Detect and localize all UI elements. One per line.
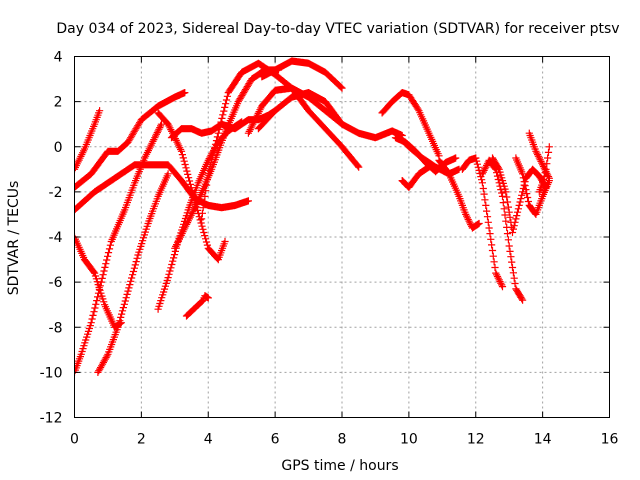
series-arc25 (535, 143, 553, 196)
data-point-markers (398, 163, 433, 191)
data-point-markers (74, 120, 165, 376)
chart-title: Day 034 of 2023, Sidereal Day-to-day VTE… (56, 21, 619, 37)
x-tick-label: 6 (271, 432, 280, 448)
x-tick-label: 14 (534, 432, 552, 448)
axis-tick-labels: 0 2 4 6 8 10 12 14 16 4 2 0 -2 -4 -6 -8 -10 -12 (40, 50, 619, 448)
series-arc01 (74, 107, 104, 173)
series-arc15 (378, 89, 443, 160)
y-tick-label: -4 (49, 230, 63, 246)
y-tick-label: -12 (40, 411, 63, 427)
series-arc13 (254, 89, 346, 133)
series-arc17 (398, 163, 433, 191)
data-point-markers (488, 154, 550, 237)
y-tick-label: -2 (49, 185, 63, 201)
x-axis-label: GPS time / hours (281, 458, 398, 474)
y-tick-label: -6 (49, 275, 63, 291)
y-tick-label: -8 (49, 320, 63, 336)
series-arc19 (435, 156, 483, 232)
series-arc02 (74, 89, 189, 191)
y-tick-label: 0 (54, 140, 63, 156)
data-point-markers (74, 89, 189, 191)
data-point-markers (435, 156, 483, 232)
x-tick-label: 8 (338, 432, 347, 448)
y-tick-label: -10 (40, 365, 63, 381)
x-tick-label: 4 (204, 432, 213, 448)
data-point-markers (171, 66, 283, 252)
data-point-markers (512, 154, 553, 218)
plot-area (74, 57, 553, 376)
data-point-markers (74, 107, 104, 173)
series-arc05 (74, 120, 165, 376)
data-point-markers (94, 170, 172, 376)
x-tick-label: 16 (601, 432, 619, 448)
series-arc06 (94, 170, 172, 376)
x-tick-label: 10 (400, 432, 418, 448)
data-point-markers (254, 89, 346, 133)
axis-ticks (74, 56, 610, 418)
series-arc14 (258, 57, 346, 92)
x-tick-label: 12 (467, 432, 485, 448)
data-point-markers (182, 292, 212, 320)
x-tick-label: 2 (137, 432, 146, 448)
data-point-markers (535, 143, 553, 196)
series-arc22 (488, 154, 550, 237)
series-arc23 (512, 154, 553, 218)
data-point-markers (258, 57, 346, 92)
series-arc10 (171, 66, 283, 252)
data-point-markers (378, 89, 443, 160)
series-arc26 (182, 292, 212, 320)
y-tick-label: 4 (54, 50, 63, 66)
y-axis-label: SDTVAR / TECUs (6, 181, 22, 296)
x-tick-label: 0 (70, 432, 79, 448)
y-tick-label: 2 (54, 95, 63, 111)
